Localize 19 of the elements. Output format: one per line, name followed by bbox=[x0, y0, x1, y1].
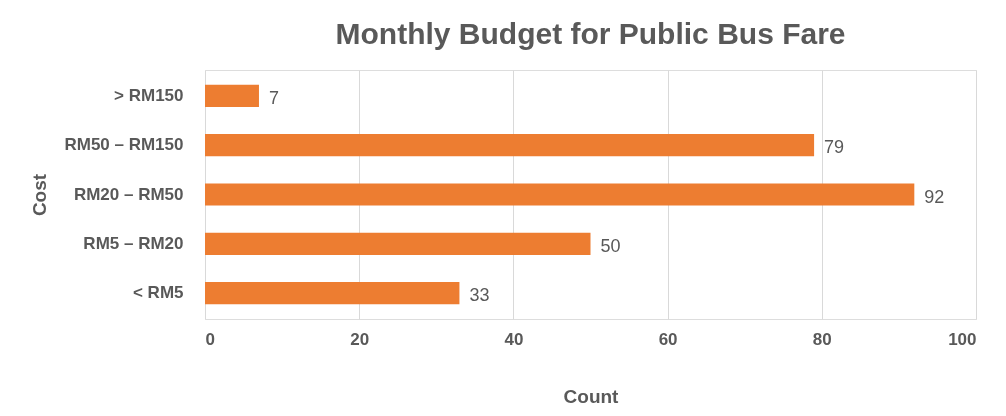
x-tick-label: 40 bbox=[504, 329, 524, 349]
x-tick-label: 20 bbox=[350, 329, 370, 349]
x-tick-label: 0 bbox=[205, 329, 215, 349]
y-tick-label: > RM150 bbox=[114, 85, 184, 105]
data-label: 33 bbox=[469, 285, 490, 306]
data-label: 79 bbox=[824, 137, 845, 158]
y-tick-label: RM5 – RM20 bbox=[83, 233, 184, 253]
y-axis-title: Cost bbox=[29, 173, 51, 217]
x-axis-title: Count bbox=[563, 385, 620, 407]
x-tick-label: 80 bbox=[812, 329, 832, 349]
y-tick-label: RM20 – RM50 bbox=[73, 184, 184, 204]
y-tick-label: RM50 – RM150 bbox=[64, 135, 184, 155]
chart-title: Monthly Budget for Public Bus Fare bbox=[335, 17, 846, 50]
data-label: 92 bbox=[924, 186, 945, 207]
x-tick-label: 60 bbox=[658, 329, 678, 349]
data-label: 7 bbox=[268, 87, 279, 108]
y-tick-label: < RM5 bbox=[132, 283, 184, 303]
data-label: 50 bbox=[600, 235, 621, 256]
x-tick-label: 100 bbox=[948, 329, 977, 349]
